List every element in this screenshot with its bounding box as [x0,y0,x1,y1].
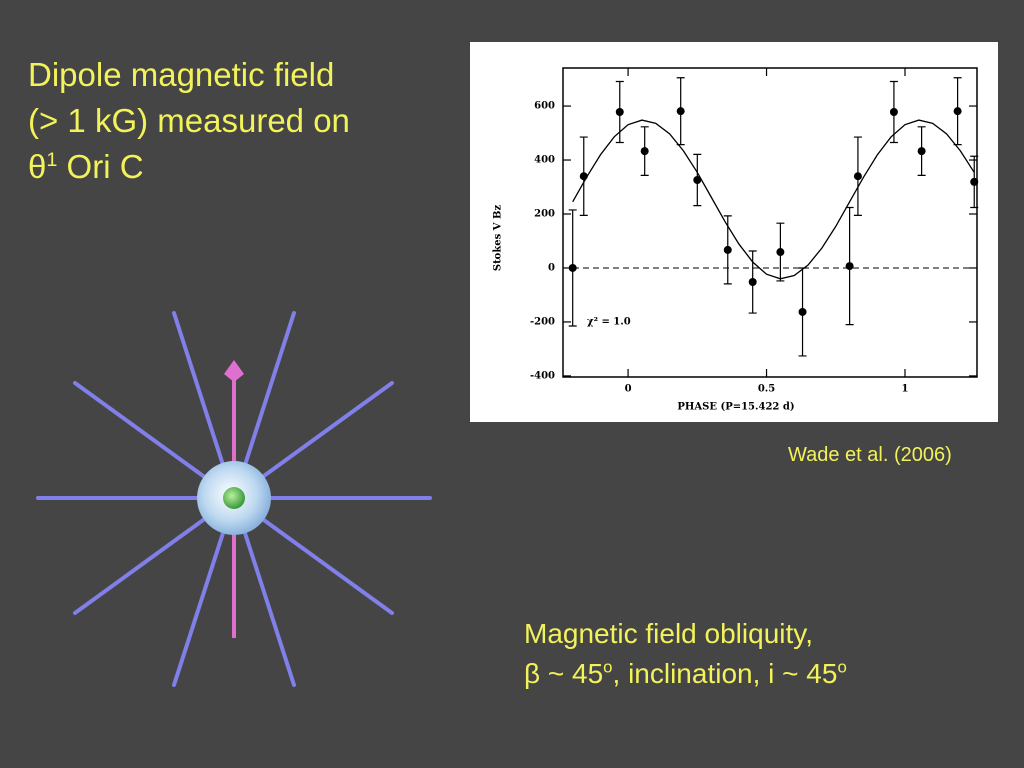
note-line: β ~ 45o, inclination, i ~ 45o [524,654,847,694]
citation: Wade et al. (2006) [788,444,952,466]
data-point [776,248,785,257]
plot-frame [562,67,978,378]
slide-title: Dipole magnetic field (> 1 kG) measured … [28,52,350,190]
data-point [693,175,702,184]
model-curve [572,119,975,280]
y-tick-label: -400 [530,370,555,381]
x-tick-label: 0 [625,384,632,395]
data-point [640,147,649,156]
title-text: Ori C [57,148,144,185]
y-tick-label: 200 [534,208,555,219]
chart-panel [470,42,998,422]
data-point [917,147,926,156]
data-point [676,107,685,116]
annotation: χ² = 1.0 [587,317,631,328]
y-tick-label: 600 [534,101,555,112]
superscript: 1 [46,149,58,171]
y-tick-label: 0 [548,262,555,273]
note-text: β ~ 45 [524,658,604,689]
data-point [953,107,962,116]
axis-arrow [224,360,244,382]
x-axis-label: PHASE (P=15.422 d) [677,402,794,413]
superscript: o [603,657,613,677]
superscript: o [837,657,847,677]
note-line: Magnetic field obliquity, [524,618,813,649]
y-tick-label: -200 [530,316,555,327]
note-text: , inclination, i ~ 45 [612,658,838,689]
data-point [748,278,757,287]
data-point [845,262,854,271]
x-tick-label: 0.5 [758,384,775,395]
star-core [223,487,245,509]
symbol: θ [28,148,47,185]
y-axis-label: Stokes V Bz [493,205,504,272]
x-tick-label: 1 [902,384,909,395]
data-point [568,263,577,272]
data-point [970,177,979,186]
y-tick-label: 400 [534,155,555,166]
data-point [798,307,807,316]
data-point [723,245,732,254]
dipole-illustration [36,311,432,687]
data-point [889,107,898,116]
note: Magnetic field obliquity, β ~ 45o, incli… [524,614,847,694]
data-point [615,107,624,116]
data-point [579,172,588,181]
title-line: θ1 Ori C [28,144,350,190]
title-line: (> 1 kG) measured on [28,102,350,139]
title-line: Dipole magnetic field [28,56,335,93]
data-point [853,172,862,181]
